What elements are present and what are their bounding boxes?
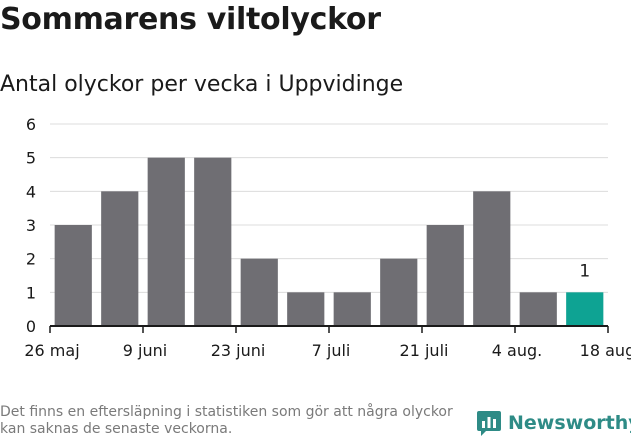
chart-title: Sommarens viltolyckor: [0, 2, 381, 37]
bar: [333, 292, 371, 326]
x-tick-label: 9 juni: [123, 341, 167, 360]
y-tick-label: 6: [26, 115, 36, 134]
brand-logo: Newsworthy: [476, 408, 631, 438]
bar: [194, 157, 232, 326]
x-tick-label: 21 juli: [400, 341, 449, 360]
y-tick-label: 4: [26, 182, 36, 201]
x-tick-label: 26 maj: [24, 341, 79, 360]
bar-chart: 0 1 2 3 4 5 6 1 26 maj 9 juni 23 juni 7 juli 21 juli…: [24, 115, 631, 360]
y-tick-label: 5: [26, 149, 36, 168]
bar: [101, 191, 139, 326]
bar: [380, 258, 418, 326]
x-tick-label: 7 juli: [312, 341, 351, 360]
y-tick-label: 3: [26, 216, 36, 235]
footnote: Det finns en eftersläpning i statistiken…: [0, 404, 453, 437]
data-label: 1: [579, 261, 590, 281]
bar: [240, 258, 278, 326]
x-tick-label: 4 aug.: [492, 341, 542, 360]
bar: [519, 292, 557, 326]
bar: [473, 191, 511, 326]
newsworthy-icon: [477, 411, 501, 436]
bar: [287, 292, 325, 326]
bar: [566, 292, 604, 326]
x-tick-label: 23 juni: [211, 341, 266, 360]
x-tick-label: 18 aug.: [580, 341, 631, 360]
y-tick-label: 2: [26, 250, 36, 269]
chart-subtitle: Antal olyckor per vecka i Uppvidinge: [0, 72, 404, 97]
brand-name: Newsworthy: [508, 412, 631, 434]
bar: [54, 225, 92, 326]
bar: [147, 157, 185, 326]
y-tick-label: 0: [26, 317, 36, 336]
y-tick-label: 1: [26, 283, 36, 302]
bar: [426, 225, 464, 326]
